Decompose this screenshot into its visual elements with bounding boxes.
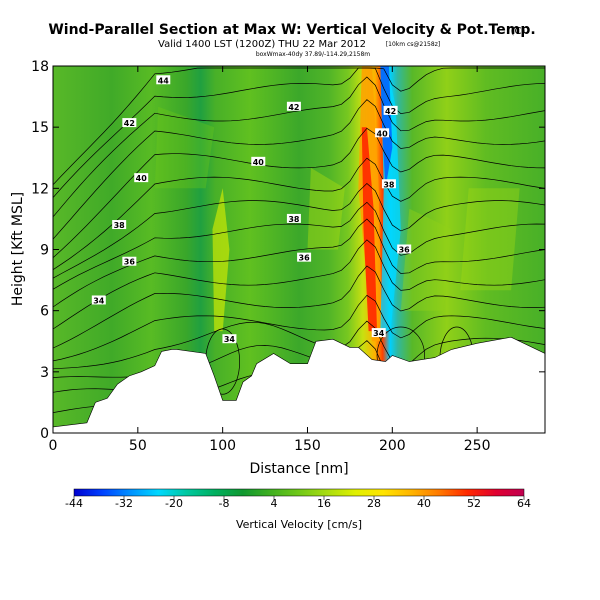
chart-subtitle: Valid 1400 LST (1200Z) THU 22 Mar 2012 xyxy=(158,39,366,50)
x-tick-label: 150 xyxy=(294,438,321,454)
chart-title: Wind-Parallel Section at Max W: Vertical… xyxy=(48,22,535,38)
colorbar-label: Vertical Velocity [cm/s] xyxy=(236,518,362,531)
contour-label: 36 xyxy=(122,256,137,267)
y-tick-label: 6 xyxy=(40,304,49,320)
contour-label: 34 xyxy=(371,328,386,338)
contour-label: 42 xyxy=(122,118,137,128)
subtitle-note: [10km cs@2158z] xyxy=(386,41,440,48)
contour-label-text: 38 xyxy=(288,215,300,224)
contour-label: 38 xyxy=(381,179,396,189)
contour-label-text: 44 xyxy=(158,76,170,85)
terrain-mask xyxy=(53,336,545,433)
contour-labels: 44 42 42 42 40 40 40 38 38 38 36 36 36 34 34 34 xyxy=(91,75,412,344)
velocity-feature xyxy=(460,188,520,291)
colorbar-tick-label: 4 xyxy=(271,497,278,510)
contour-label-text: 38 xyxy=(383,180,395,189)
y-tick-label: 3 xyxy=(40,365,49,381)
y-axis-label: Height [Kft MSL] xyxy=(10,192,26,306)
chart-subtitle-2: boxWmax-40dy 37.89/-114.29,2158m xyxy=(256,51,370,58)
colorbar-tick-label: 40 xyxy=(417,497,431,510)
contour-label: 40 xyxy=(251,156,266,167)
x-axis: 0 50 100 150 200 250 xyxy=(49,66,491,454)
theta-contour xyxy=(53,239,545,330)
colorbar-tick-label: 52 xyxy=(467,497,481,510)
colorbar-tick-label: -8 xyxy=(219,497,230,510)
colorbar-tick-label: 16 xyxy=(317,497,331,510)
contour-label-text: 36 xyxy=(124,258,136,267)
plot-area: 44 42 42 42 40 40 40 38 38 38 36 36 36 34 34 34 xyxy=(53,66,545,433)
theta-contour xyxy=(53,265,545,349)
theta-contour xyxy=(53,294,545,362)
theta-contour xyxy=(53,67,545,198)
colorbar-strip xyxy=(73,488,525,497)
colorbar-tick-label: 28 xyxy=(367,497,381,510)
colorbar-tick-label: -20 xyxy=(165,497,183,510)
contour-label: 34 xyxy=(222,334,237,344)
colorbar-tick-label: -32 xyxy=(115,497,133,510)
theta-contour xyxy=(53,201,545,290)
colorbar-ticks: -44 -32 -20 -8 4 16 28 40 52 64 xyxy=(65,496,531,510)
contour-label: 40 xyxy=(134,173,149,183)
velocity-feature xyxy=(400,208,452,311)
contour-label-text: 38 xyxy=(114,221,126,230)
contour-label: 36 xyxy=(297,252,312,263)
theta-contour xyxy=(53,157,545,270)
contour-label-text: 36 xyxy=(399,246,411,255)
colorbar: -44 -32 -20 -8 4 16 28 40 52 64 xyxy=(65,488,531,510)
contour-label-text: 36 xyxy=(299,254,311,263)
y-tick-label: 9 xyxy=(40,243,49,259)
theta-contour xyxy=(53,99,545,240)
velocity-feature xyxy=(307,167,345,250)
contour-label-text: 40 xyxy=(377,129,389,138)
contour-label: 38 xyxy=(112,220,127,230)
velocity-feature xyxy=(380,66,393,189)
y-tick-label: 18 xyxy=(31,59,49,75)
copyright-mark: (C) xyxy=(511,26,526,37)
contour-label: 42 xyxy=(383,105,398,116)
x-axis-label: Distance [nm] xyxy=(249,461,348,477)
colorbar-tick-label: -44 xyxy=(65,497,83,510)
velocity-feature xyxy=(361,127,377,332)
contour-label-text: 40 xyxy=(136,174,148,183)
contour-label-text: 42 xyxy=(288,103,299,112)
contour-label: 42 xyxy=(286,101,301,112)
x-tick-label: 250 xyxy=(464,438,491,454)
y-tick-label: 15 xyxy=(31,120,49,136)
velocity-feature xyxy=(212,188,230,332)
contour-label: 40 xyxy=(375,128,390,138)
theta-contour xyxy=(53,67,545,185)
x-tick-label: 200 xyxy=(379,438,406,454)
colorbar-tick-label: 64 xyxy=(517,497,531,510)
contour-label-text: 34 xyxy=(93,296,105,305)
x-tick-label: 100 xyxy=(209,438,236,454)
contour-label: 34 xyxy=(91,295,106,305)
contour-label: 38 xyxy=(286,213,301,224)
contour-label-text: 34 xyxy=(373,329,385,338)
velocity-feature xyxy=(154,106,215,189)
contour-label-text: 34 xyxy=(224,335,236,344)
theta-contour xyxy=(53,76,545,218)
x-tick-label: 50 xyxy=(129,438,147,454)
contour-label-text: 40 xyxy=(253,158,265,167)
y-tick-label: 0 xyxy=(40,426,49,442)
y-tick-label: 12 xyxy=(31,181,49,197)
x-tick-label: 0 xyxy=(49,438,58,454)
contour-label-text: 42 xyxy=(124,119,135,128)
contour-label: 44 xyxy=(156,75,171,85)
contour-label: 36 xyxy=(397,244,412,255)
theta-contour xyxy=(53,183,545,279)
theta-contour xyxy=(53,320,545,370)
contour-label-text: 42 xyxy=(385,107,396,116)
